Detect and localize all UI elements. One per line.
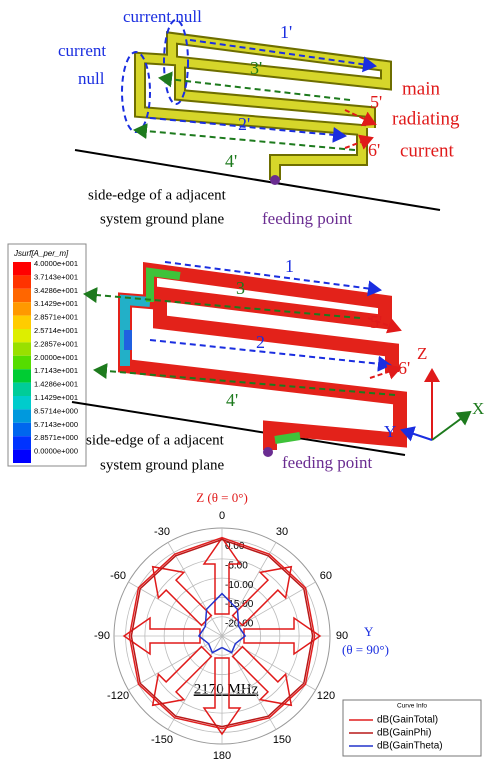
segment-label: 6' — [368, 140, 380, 160]
colorbar-swatch — [13, 316, 31, 329]
colorbar-swatch — [13, 396, 31, 409]
colorbar-swatch — [13, 262, 31, 275]
colorbar-label: 2.2857e+001 — [34, 339, 78, 348]
colorbar-label: 1.4286e+001 — [34, 380, 78, 389]
annotation: side-edge of a adjacent — [88, 187, 227, 203]
segment-label: 1 — [285, 256, 294, 276]
segment-label: 5' — [370, 92, 382, 112]
colorbar-swatch — [13, 302, 31, 315]
annotation: current — [400, 140, 455, 161]
axis-label: Z — [417, 344, 427, 363]
segment-label: 3' — [250, 58, 262, 78]
colorbar-swatch — [13, 369, 31, 382]
colorbar-title: Jsurf[A_per_m] — [13, 249, 69, 258]
angle-tick-label: -60 — [110, 570, 126, 582]
annotation: system ground plane — [100, 211, 224, 227]
colorbar-label: 2.8571e+001 — [34, 313, 78, 322]
colorbar-swatch — [13, 383, 31, 396]
colorbar-label: 8.5714e+000 — [34, 406, 78, 415]
axis-label: Y — [384, 422, 396, 441]
segment-label: 2' — [238, 114, 250, 134]
annotation: main — [402, 78, 440, 99]
annotation: null — [78, 69, 105, 88]
annotation: feeding point — [282, 453, 372, 472]
colorbar-label: 3.7143e+001 — [34, 272, 78, 281]
annotation: current null — [123, 7, 202, 26]
radiation-arrow — [140, 554, 219, 633]
colorbar-label: 2.8571e+000 — [34, 433, 78, 442]
spoke — [168, 542, 222, 636]
segment-label: 4' — [226, 390, 238, 410]
middle-figure: Jsurf[A_per_m] 4.0000e+001 3.7143e+001 3.4… — [8, 244, 484, 473]
annotation: Y — [364, 624, 374, 639]
colorbar-swatch — [13, 275, 31, 288]
angle-tick-label: -150 — [151, 734, 173, 746]
colorbar-swatch — [13, 329, 31, 342]
annotation: current — [58, 41, 106, 60]
legend-label: dB(GainPhi) — [377, 728, 431, 739]
angle-tick-label: 0 — [219, 510, 225, 522]
legend-label: dB(GainTheta) — [377, 741, 443, 752]
angle-tick-label: 120 — [317, 690, 335, 702]
current-distribution — [275, 436, 300, 440]
annotation: feeding point — [262, 209, 352, 228]
radiation-arrow — [225, 639, 304, 718]
figure: current null current null 1' 3' 2' 4' 5'… — [0, 0, 485, 760]
angle-tick-label: -30 — [154, 526, 170, 538]
radiation-arrow — [140, 639, 219, 718]
colorbar-swatch — [13, 450, 31, 463]
angle-tick-label: 60 — [320, 570, 332, 582]
segment-label: 4' — [225, 151, 237, 171]
angle-tick-label: -120 — [107, 690, 129, 702]
angle-tick-label: 180 — [213, 750, 231, 760]
angle-tick-label: 30 — [276, 526, 288, 538]
colorbar-label: 5.7143e+000 — [34, 420, 78, 429]
segment-label: 6' — [398, 358, 410, 378]
colorbar-swatch — [13, 342, 31, 355]
axis-arrow — [432, 412, 470, 440]
top-figure: current null current null 1' 3' 2' 4' 5'… — [58, 7, 460, 228]
colorbar-label: 4.0000e+001 — [34, 259, 78, 268]
segment-label: 2 — [256, 332, 265, 352]
colorbar-label: 2.0000e+001 — [34, 353, 78, 362]
colorbar-swatch — [13, 289, 31, 302]
colorbar-label: 3.1429e+001 — [34, 299, 78, 308]
current-distribution — [125, 270, 400, 450]
annotation: radiating — [392, 108, 460, 129]
spoke — [128, 582, 222, 636]
colorbar-swatch — [13, 423, 31, 436]
angle-tick-label: 150 — [273, 734, 291, 746]
axis-label: X — [472, 399, 484, 418]
annotation: (θ = 90°) — [342, 642, 389, 657]
legend-label: dB(GainTotal) — [377, 715, 438, 726]
colorbar-swatch — [13, 409, 31, 422]
legend-title: Curve Info — [397, 703, 427, 710]
colorbar-label: 0.0000e+000 — [34, 447, 78, 456]
annotation: system ground plane — [100, 457, 224, 473]
colorbar-label: 2.5714e+001 — [34, 326, 78, 335]
colorbar-swatch — [13, 436, 31, 449]
colorbar-swatch — [13, 356, 31, 369]
colorbar-label: 1.1429e+001 — [34, 393, 78, 402]
angle-tick-label: 90 — [336, 630, 348, 642]
annotation: side-edge of a adjacent — [86, 432, 225, 448]
colorbar: 4.0000e+001 3.7143e+001 3.4286e+001 3.1429e… — [13, 259, 78, 463]
polar-chart: Z (θ = 0°) Y (θ = 90°) 2170 MHz 0 30 60 90 1… — [94, 490, 481, 760]
colorbar-label: 1.7143e+001 — [34, 366, 78, 375]
feed-dot — [263, 447, 273, 457]
annotation: 2170 MHz — [194, 681, 259, 697]
feed-dot — [270, 175, 280, 185]
segment-label: 1' — [280, 22, 292, 42]
segment-label: 5' — [370, 312, 382, 332]
angle-tick-label: -90 — [94, 630, 110, 642]
chart-title: Z (θ = 0°) — [196, 490, 248, 505]
segment-label: 3 — [236, 278, 245, 298]
colorbar-label: 3.4286e+001 — [34, 286, 78, 295]
